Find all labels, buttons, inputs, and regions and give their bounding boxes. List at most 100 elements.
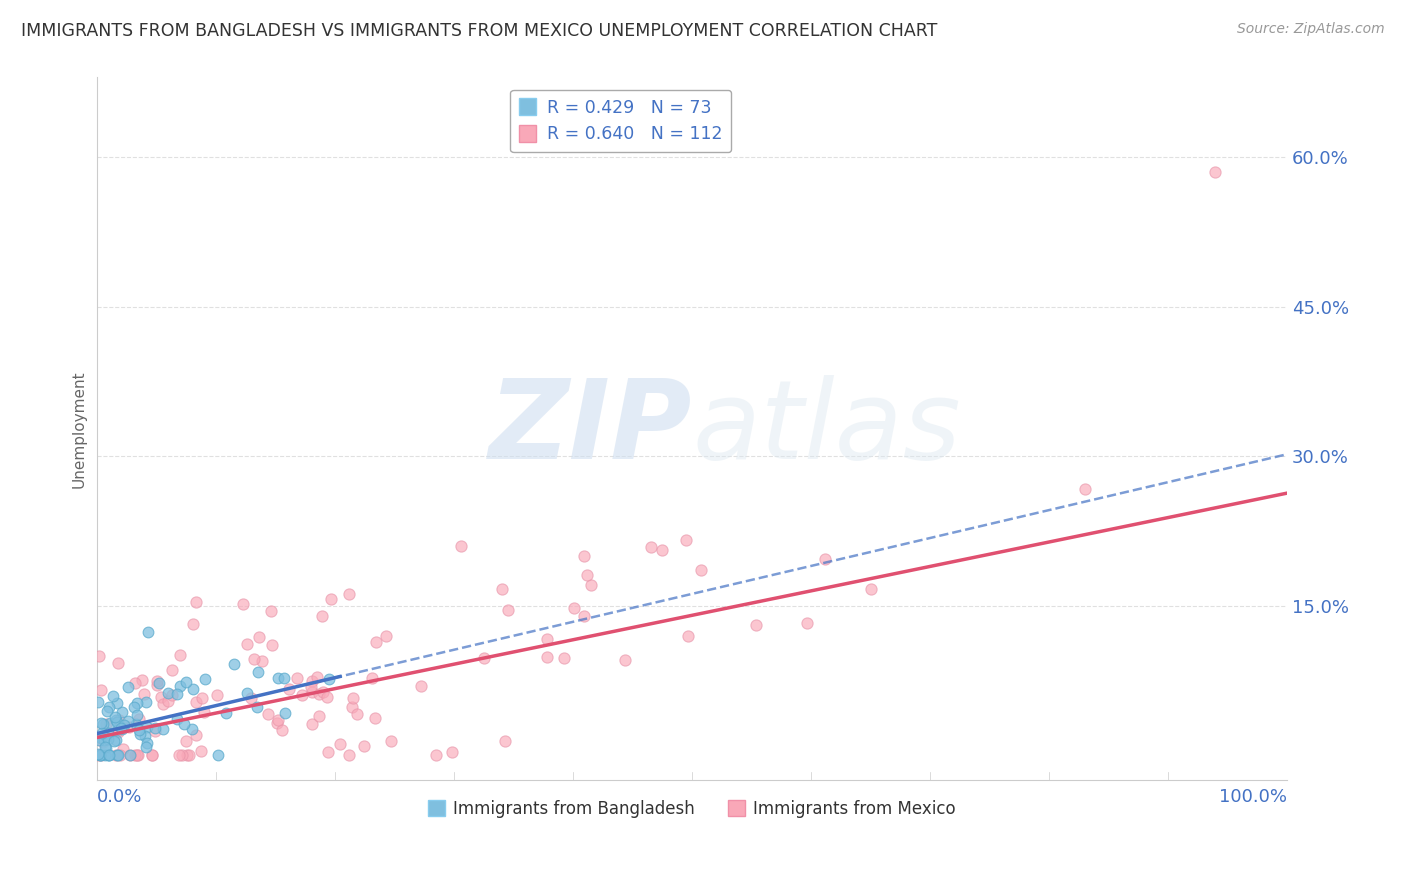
Point	[174, 675, 197, 690]
Point	[240, 690, 263, 705]
Point	[285, 671, 308, 685]
Point	[353, 739, 375, 753]
Point	[104, 713, 127, 727]
Point	[141, 748, 163, 763]
Point	[207, 748, 229, 763]
Point	[299, 681, 322, 695]
Point	[859, 582, 882, 596]
Point	[236, 637, 259, 651]
Point	[245, 700, 267, 714]
Point	[148, 675, 170, 690]
Point	[160, 688, 183, 702]
Point	[329, 737, 352, 751]
Point	[315, 690, 337, 704]
Point	[104, 709, 127, 723]
Point	[242, 652, 264, 666]
Point	[174, 734, 197, 748]
Point	[301, 685, 323, 699]
Point	[169, 648, 191, 663]
Point	[301, 673, 323, 688]
Point	[89, 732, 111, 747]
Point	[179, 748, 201, 763]
Point	[181, 681, 204, 696]
Point	[576, 567, 599, 582]
Point	[124, 748, 146, 763]
Point	[308, 687, 330, 701]
Point	[205, 688, 228, 702]
Point	[581, 577, 603, 591]
Point	[176, 748, 198, 763]
Point	[98, 748, 121, 763]
Point	[90, 683, 112, 698]
Point	[562, 600, 585, 615]
Point	[94, 739, 117, 754]
Point	[125, 708, 148, 723]
Point	[94, 748, 117, 763]
Point	[170, 748, 193, 763]
Point	[574, 549, 596, 563]
Point	[267, 714, 290, 728]
Point	[132, 687, 155, 701]
Point	[166, 688, 188, 702]
Point	[247, 665, 270, 679]
Point	[134, 730, 156, 744]
Point	[277, 682, 299, 697]
Point	[90, 748, 112, 763]
Point	[232, 597, 254, 611]
Point	[125, 717, 148, 731]
Point	[311, 608, 333, 623]
Point	[307, 670, 329, 684]
Point	[118, 748, 141, 763]
Point	[160, 663, 183, 677]
Point	[180, 722, 202, 736]
Point	[143, 723, 166, 738]
Point	[266, 716, 288, 731]
Point	[107, 725, 129, 739]
Point	[135, 739, 157, 754]
Point	[87, 695, 110, 709]
Point	[640, 540, 662, 554]
Y-axis label: Unemployment: Unemployment	[72, 370, 86, 488]
Point	[256, 707, 278, 722]
Point	[553, 651, 575, 665]
Point	[124, 676, 146, 690]
Point	[260, 638, 283, 652]
Point	[122, 700, 145, 714]
Point	[496, 603, 519, 617]
Text: ZIP: ZIP	[489, 376, 692, 483]
Point	[90, 716, 112, 731]
Point	[135, 695, 157, 709]
Point	[318, 672, 340, 686]
Point	[96, 730, 118, 744]
Point	[96, 704, 118, 718]
Point	[104, 732, 127, 747]
Point	[89, 748, 111, 763]
Point	[814, 552, 837, 566]
Point	[127, 748, 149, 763]
Point	[194, 672, 217, 686]
Point	[291, 688, 314, 702]
Legend: Immigrants from Bangladesh, Immigrants from Mexico: Immigrants from Bangladesh, Immigrants f…	[422, 793, 963, 825]
Point	[247, 631, 270, 645]
Point	[425, 748, 447, 763]
Point	[411, 680, 433, 694]
Point	[191, 691, 214, 706]
Point	[472, 650, 495, 665]
Point	[117, 680, 139, 694]
Point	[98, 715, 121, 730]
Point	[236, 685, 259, 699]
Point	[111, 723, 134, 737]
Point	[536, 632, 558, 646]
Point	[136, 625, 159, 640]
Point	[97, 731, 120, 746]
Point	[105, 714, 128, 729]
Point	[494, 734, 516, 748]
Point	[450, 539, 472, 553]
Point	[319, 592, 342, 607]
Text: Source: ZipAtlas.com: Source: ZipAtlas.com	[1237, 22, 1385, 37]
Point	[441, 746, 464, 760]
Point	[222, 657, 245, 672]
Point	[360, 671, 382, 685]
Point	[105, 748, 128, 763]
Point	[491, 582, 513, 597]
